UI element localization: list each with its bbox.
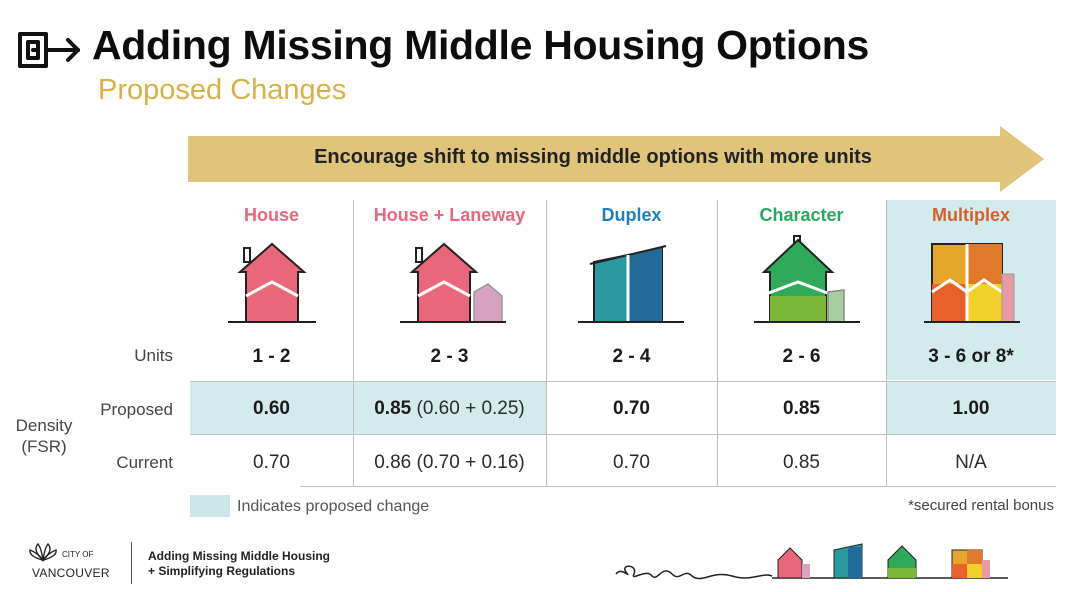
house-icon — [228, 242, 316, 323]
proposed-house-laneway: 0.85 (0.60 + 0.25) — [374, 398, 525, 419]
footer-caption-line1: Adding Missing Middle Housing — [148, 549, 330, 563]
city-logo-line1: CITY OF — [62, 550, 94, 559]
units-house: 1 - 2 — [252, 346, 291, 367]
current-multiplex: N/A — [955, 452, 987, 473]
footnote: *secured rental bonus — [908, 497, 1054, 514]
column-divider — [886, 200, 887, 486]
legend-swatch — [190, 495, 230, 517]
proposed-character: 0.85 — [783, 398, 820, 419]
city-of-vancouver-logo: CITY OF VANCOUVER — [18, 540, 128, 584]
current-duplex: 0.70 — [613, 452, 650, 473]
row-label-fsr: (FSR) — [21, 437, 67, 456]
row-label-proposed: Proposed — [100, 400, 173, 419]
column-divider — [353, 200, 354, 486]
current-character: 0.85 — [783, 452, 820, 473]
city-flower-icon — [29, 542, 57, 562]
page-title: Adding Missing Middle Housing Options — [92, 22, 869, 68]
row-label-density: Density — [15, 416, 73, 435]
column-divider — [717, 200, 718, 486]
units-house-laneway: 2 - 3 — [430, 346, 469, 367]
row-divider — [190, 381, 1056, 382]
units-character: 2 - 6 — [782, 346, 821, 367]
footer-caption-line2: + Simplifying Regulations — [148, 564, 296, 578]
multiplex-icon — [924, 243, 1020, 323]
column-divider — [546, 200, 547, 486]
character-house-icon — [754, 235, 860, 323]
row-label-current: Current — [116, 453, 173, 472]
units-duplex: 2 - 4 — [612, 346, 651, 367]
current-house-laneway: 0.86 (0.70 + 0.16) — [374, 452, 525, 473]
city-logo-line2: VANCOUVER — [32, 566, 110, 580]
proposed-row-highlight-multiplex — [886, 382, 1056, 434]
row-label-units: Units — [134, 346, 173, 365]
footer-houses-illustration — [615, 543, 1008, 580]
proposed-house: 0.60 — [253, 398, 290, 419]
arrow-caption: Encourage shift to missing middle option… — [314, 146, 872, 168]
column-title-house-laneway: House + Laneway — [373, 205, 526, 225]
footer-divider — [131, 542, 132, 584]
proposed-multiplex: 1.00 — [952, 398, 990, 419]
house-laneway-icon — [400, 242, 506, 323]
proposed-duplex: 0.70 — [613, 398, 650, 419]
column-title-duplex: Duplex — [601, 205, 662, 225]
proposed-row-highlight — [190, 382, 546, 434]
row-divider — [300, 486, 1056, 487]
footer-caption: Adding Missing Middle Housing + Simplify… — [148, 549, 330, 579]
units-multiplex: 3 - 6 or 8* — [928, 346, 1014, 367]
row-divider — [190, 434, 1056, 435]
column-title-house: House — [243, 205, 299, 225]
missing-middle-logo-icon — [18, 32, 80, 68]
column-title-character: Character — [759, 205, 844, 225]
progression-arrow — [188, 126, 1044, 192]
current-house: 0.70 — [253, 452, 290, 473]
legend-text: Indicates proposed change — [237, 498, 430, 515]
page-subtitle: Proposed Changes — [98, 74, 347, 106]
duplex-icon — [578, 245, 684, 323]
column-title-multiplex: Multiplex — [931, 205, 1010, 225]
